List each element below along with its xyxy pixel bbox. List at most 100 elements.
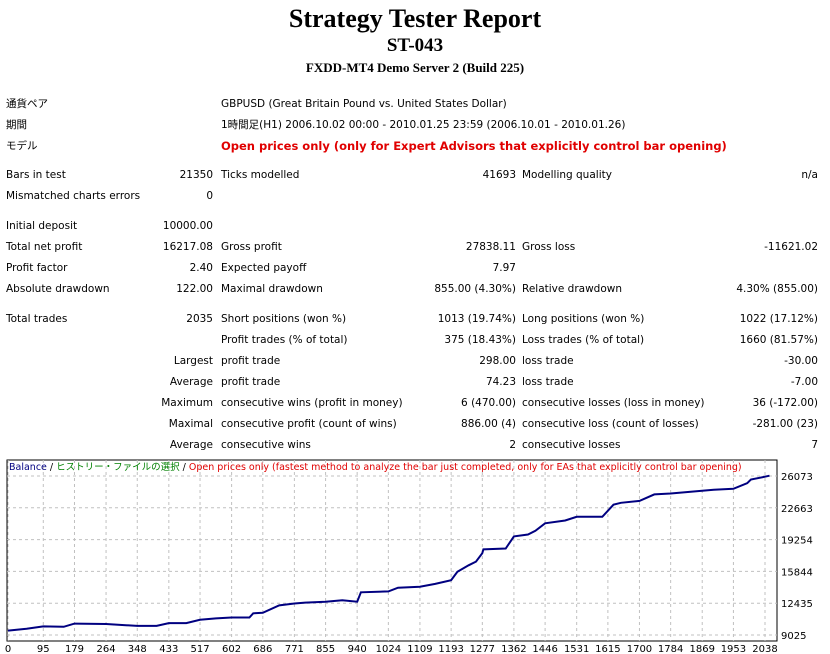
stat-value: 1660 (81.57%) (739, 334, 818, 346)
info-value-pair: GBPUSD (Great Britain Pound vs. United S… (221, 98, 507, 110)
x-tick-label: 771 (285, 644, 304, 654)
stat-label: consecutive wins (221, 439, 311, 451)
info-value-period: 1時間足(H1) 2006.10.02 00:00 - 2010.01.25 2… (221, 119, 626, 131)
plot-frame (6, 459, 778, 642)
stat-value: 886.00 (4) (461, 418, 516, 430)
stat-value: Average (169, 376, 213, 388)
stat-value: -7.00 (790, 376, 818, 388)
info-label-period: 期間 (6, 119, 27, 131)
stat-value: 74.23 (485, 376, 516, 388)
y-tick-label: 9025 (781, 631, 806, 642)
x-tick-label: 1531 (564, 644, 589, 654)
stat-label: consecutive losses (loss in money) (522, 397, 705, 409)
stat-label: Total trades (6, 313, 68, 325)
stat-value: 36 (-172.00) (752, 397, 818, 409)
stat-value: 0 (206, 190, 213, 202)
stat-value: 1022 (17.12%) (739, 313, 818, 325)
stat-value: 16217.08 (162, 241, 213, 253)
stat-label: loss trade (522, 355, 574, 367)
x-tick-label: 1869 (689, 644, 714, 654)
y-tick-label: 22663 (781, 504, 813, 515)
stat-label: consecutive loss (count of losses) (522, 418, 699, 430)
x-tick-label: 0 (5, 644, 11, 654)
x-tick-label: 1446 (532, 644, 557, 654)
info-label-pair: 通貨ペア (6, 98, 48, 110)
y-tick-label: 19254 (781, 536, 813, 547)
stat-label: Gross loss (522, 241, 576, 253)
y-tick-label: 15844 (781, 567, 813, 578)
x-tick-label: 1362 (501, 644, 526, 654)
expert-name: ST-043 (386, 35, 444, 56)
stat-label: Mismatched charts errors (6, 190, 141, 202)
stat-label: Bars in test (6, 169, 66, 181)
stat-label: Long positions (won %) (522, 313, 645, 325)
stat-label: Short positions (won %) (221, 313, 347, 325)
stat-label: Maximal drawdown (221, 283, 323, 295)
stat-label: Profit trades (% of total) (221, 334, 348, 346)
x-tick-label: 1700 (627, 644, 652, 654)
stat-value: -30.00 (784, 355, 818, 367)
x-tick-label: 1953 (721, 644, 746, 654)
stat-value: Average (169, 439, 213, 451)
stat-value: 122.00 (176, 283, 213, 295)
x-tick-label: 602 (222, 644, 241, 654)
stat-value: 855.00 (4.30%) (434, 283, 516, 295)
balance-chart: 9025 12435 15844 19254 22663 26073 0 95 179 264 34… (5, 459, 813, 654)
stat-label: Loss trades (% of total) (522, 334, 645, 346)
x-tick-label: 433 (159, 644, 178, 654)
x-tick-label: 1109 (407, 644, 432, 654)
stat-value: Maximal (168, 418, 213, 430)
x-tick-label: 1784 (658, 644, 683, 654)
stat-label: Relative drawdown (522, 283, 623, 295)
x-tick-label: 348 (128, 644, 147, 654)
x-tick-label: 179 (65, 644, 84, 654)
stat-label: Initial deposit (6, 220, 78, 232)
stat-label: profit trade (221, 355, 281, 367)
x-tick-label: 1024 (376, 644, 401, 654)
stat-value: 27838.11 (465, 241, 516, 253)
report-title: Strategy Tester Report (288, 4, 542, 33)
stat-label: Modelling quality (522, 169, 612, 181)
stat-label: profit trade (221, 376, 281, 388)
stat-label: loss trade (522, 376, 574, 388)
stat-value: Largest (173, 355, 213, 367)
stat-value: 375 (18.43%) (444, 334, 516, 346)
stat-value: 41693 (482, 169, 516, 181)
balance-line (7, 474, 770, 632)
stat-label: Total net profit (6, 241, 83, 253)
stat-value: 298.00 (479, 355, 516, 367)
stat-label: Expected payoff (221, 262, 307, 274)
stat-value: -11621.02 (764, 241, 818, 253)
x-tick-label: 517 (190, 644, 209, 654)
x-tick-label: 264 (97, 644, 116, 654)
stat-value: 7 (811, 439, 818, 451)
x-tick-label: 686 (253, 644, 272, 654)
legend-entry: / (47, 462, 56, 473)
legend-entry: ヒストリー・ファイルの選択 (56, 461, 180, 473)
legend-entry: / (180, 462, 189, 473)
y-tick-label: 26073 (781, 472, 813, 483)
stat-value: 4.30% (855.00) (736, 283, 818, 295)
stat-label: Gross profit (221, 241, 282, 253)
legend-entry: Balance (9, 462, 47, 473)
x-tick-label: 95 (37, 644, 50, 654)
stat-value: 2.40 (189, 262, 213, 274)
stat-value: 10000.00 (162, 220, 213, 232)
info-label-model: モデル (6, 140, 38, 152)
stat-label: consecutive losses (522, 439, 621, 451)
x-tick-label: 940 (348, 644, 367, 654)
x-tick-label: 1277 (470, 644, 495, 654)
stat-value: 21350 (179, 169, 213, 181)
x-tick-label: 1615 (595, 644, 620, 654)
x-tick-label: 2038 (752, 644, 777, 654)
server-name: FXDD-MT4 Demo Server 2 (Build 225) (305, 60, 525, 75)
stat-value: Maximum (161, 397, 213, 409)
stat-value: 1013 (19.74%) (437, 313, 516, 325)
chart-legend: Balance / ヒストリー・ファイルの選択 / Open prices on… (9, 461, 742, 473)
stat-value: 6 (470.00) (461, 397, 516, 409)
x-tick-label: 1193 (438, 644, 463, 654)
stat-value: 7.97 (492, 262, 516, 274)
stat-value: n/a (801, 169, 818, 181)
stat-label: Absolute drawdown (6, 283, 110, 295)
stat-value: -281.00 (23) (752, 418, 818, 430)
